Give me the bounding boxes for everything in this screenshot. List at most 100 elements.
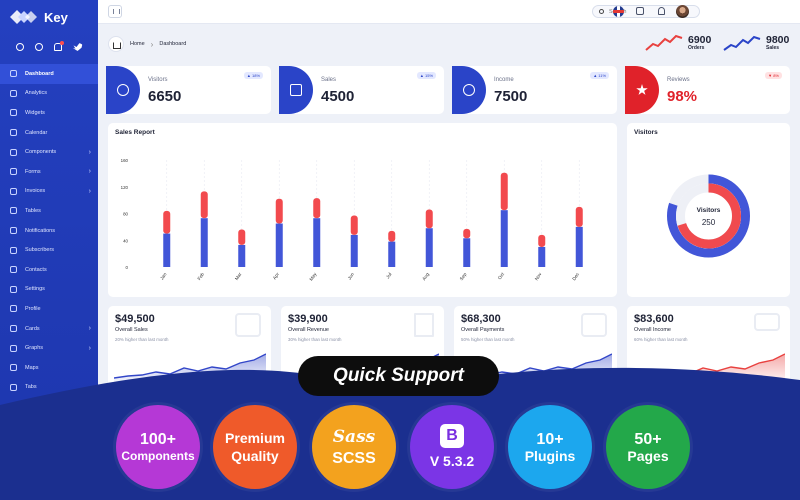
stat-card-sales[interactable]: Sales 4500 ▲ 15% <box>279 66 444 114</box>
bar-segment[interactable] <box>425 228 433 267</box>
bar-segment[interactable] <box>463 238 471 267</box>
bar-segment[interactable] <box>388 241 396 267</box>
card-label: Overall Income <box>634 327 671 333</box>
stat-card-income[interactable]: Income 7500 ▲ 11% <box>452 66 617 114</box>
sidebar-item-dashboard[interactable]: Dashboard <box>0 64 98 84</box>
y-tick-label: 160 <box>121 158 129 163</box>
bar-segment[interactable] <box>275 223 283 267</box>
settings-icon[interactable] <box>15 43 24 51</box>
bar-segment[interactable] <box>500 172 508 211</box>
bar-segment[interactable] <box>313 198 321 219</box>
radial-series[interactable] <box>667 174 750 258</box>
sidebar-item-calendar[interactable]: Calendar <box>0 123 98 143</box>
bar-segment[interactable] <box>350 215 358 235</box>
promo-badge-scss: Sass SCSS <box>312 405 396 489</box>
promo-badge-plugins: 10+ Plugins <box>508 405 592 489</box>
overall-income-card[interactable]: $83,600 Overall Income 60% higher than l… <box>627 306 790 388</box>
overall-sales-card[interactable]: $49,500 Overall Sales 20% higher than la… <box>108 306 271 388</box>
bar-segment[interactable] <box>575 226 583 267</box>
cards-icon <box>10 325 17 333</box>
search-input[interactable] <box>609 8 689 15</box>
bar-segment[interactable] <box>238 229 246 245</box>
bar-segment[interactable] <box>275 198 283 224</box>
bar-segment[interactable] <box>238 244 246 267</box>
chevron-right-icon: › <box>88 325 91 333</box>
sales-label: Sales <box>766 45 780 51</box>
y-tick-label: 80 <box>123 212 128 217</box>
tabs-icon <box>10 383 17 391</box>
brand[interactable]: Key <box>0 0 98 34</box>
x-tick-label: Jul <box>385 272 392 280</box>
forms-icon <box>10 168 17 176</box>
apps-grid-icon[interactable] <box>636 7 644 15</box>
bar-segment[interactable] <box>313 218 321 267</box>
sidebar-item-label: Maps <box>25 364 39 371</box>
home-icon[interactable] <box>108 36 124 52</box>
bar-segment[interactable] <box>163 210 171 234</box>
sidebar-item-settings[interactable]: Settings <box>0 280 98 300</box>
sales-report-card: Sales Report 0 40 80 120 160 Jan Feb Mar Apr May J… <box>108 123 617 297</box>
bar-segment[interactable] <box>538 234 546 247</box>
bar-segment[interactable] <box>463 228 471 239</box>
sales-value: 9800 <box>766 34 790 46</box>
twitter-icon[interactable] <box>72 43 83 51</box>
sidebar-item-tabs[interactable]: Tabs <box>0 378 98 398</box>
sidebar-item-label: Dashboard <box>25 70 54 77</box>
badge-line1: Premium <box>225 430 285 446</box>
sidebar-item-graphs[interactable]: Graphs › <box>0 338 98 358</box>
visitors-title: Visitors <box>634 129 658 136</box>
sidebar-item-subscribers[interactable]: Subscribers <box>0 240 98 260</box>
bar-segment[interactable] <box>200 218 208 267</box>
note-icon <box>290 84 302 96</box>
y-tick-label: 120 <box>121 185 129 190</box>
sales-bar-chart: 0 40 80 120 160 Jan Feb Mar Apr May Jun Jul Aug Sep Oc… <box>121 158 583 282</box>
sidebar-item-notifications[interactable]: Notifications <box>0 221 98 241</box>
modals-icon <box>10 403 17 411</box>
sidebar-item-label: Analytics <box>25 90 48 97</box>
avatar[interactable] <box>676 5 689 18</box>
sidebar-item-label: Graphs <box>25 345 44 352</box>
breadcrumb-home[interactable]: Home <box>130 41 145 47</box>
stat-card-visitors[interactable]: Visitors 6650 ▲ 18% <box>106 66 271 114</box>
bar-segment[interactable] <box>200 191 208 219</box>
dashboard-icon <box>10 70 17 78</box>
sidebar-item-label: Settings <box>25 286 45 293</box>
sidebar-item-profile[interactable]: Profile <box>0 299 98 319</box>
pie-chart-icon <box>117 84 129 96</box>
brand-title: Key <box>44 9 68 25</box>
bar-segment[interactable] <box>575 206 583 227</box>
sidebar-item-widgets[interactable]: Widgets <box>0 103 98 123</box>
sidebar: Key Dashboard Analytics Widgets Calendar Com… <box>0 0 98 500</box>
badge-line2: Plugins <box>524 448 576 464</box>
sidebar-item-modals[interactable]: Modals <box>0 397 98 417</box>
contacts-icon <box>10 266 17 274</box>
x-tick-label: Feb <box>196 271 205 281</box>
sidebar-item-cards[interactable]: Cards › <box>0 319 98 339</box>
bar-segment[interactable] <box>538 246 546 267</box>
notification-bell-icon[interactable] <box>53 41 64 51</box>
stat-card-reviews[interactable]: Reviews 98% ▼ 8% <box>625 66 790 114</box>
x-tick-label: Jan <box>159 271 168 280</box>
visitors-radial-chart <box>667 174 750 258</box>
bar-segment[interactable] <box>500 210 508 267</box>
bar-segment[interactable] <box>350 234 358 267</box>
sidebar-item-tables[interactable]: Tables <box>0 201 98 221</box>
sidebar-toggle-button[interactable] <box>108 5 122 18</box>
uk-flag-icon[interactable] <box>613 6 624 17</box>
sidebar-item-components[interactable]: Components › <box>0 142 98 162</box>
sidebar-item-invoices[interactable]: Invoices › <box>0 182 98 202</box>
sidebar-item-forms[interactable]: Forms › <box>0 162 98 182</box>
box-icon <box>235 313 261 337</box>
bar-segment[interactable] <box>425 209 433 229</box>
sidebar-item-maps[interactable]: Maps <box>0 358 98 378</box>
sidebar-item-analytics[interactable]: Analytics <box>0 84 98 104</box>
bar-segment[interactable] <box>163 233 171 267</box>
radial-series[interactable] <box>676 183 741 249</box>
bell-icon[interactable] <box>658 7 665 15</box>
sidebar-item-contacts[interactable]: Contacts <box>0 260 98 280</box>
user-icon[interactable] <box>34 43 43 51</box>
bar-segment[interactable] <box>388 230 396 242</box>
notifications-icon <box>10 227 17 235</box>
calendar-icon <box>10 129 17 137</box>
chevron-right-icon: › <box>88 148 91 156</box>
